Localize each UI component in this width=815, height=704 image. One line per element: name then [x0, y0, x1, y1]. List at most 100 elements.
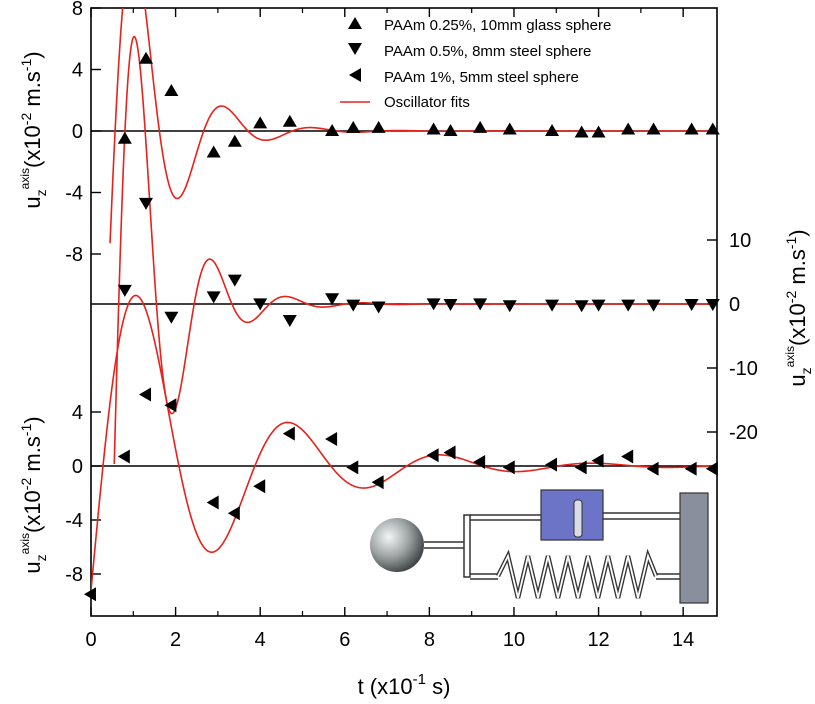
- data-point-triangle-left: [502, 460, 515, 475]
- y-tick-label: -8: [65, 564, 83, 586]
- data-point-triangle-down: [164, 311, 179, 324]
- data-point-triangle-up: [591, 125, 606, 138]
- x-axis: 0 2 4 6 8 10 12 14: [85, 8, 694, 651]
- x-tick-label: 14: [672, 629, 694, 651]
- data-point-triangle-left: [371, 475, 384, 490]
- plot-frame: [90, 7, 718, 617]
- right-y-axis: 10 0 -10 -20: [707, 230, 758, 444]
- fit-curves: [91, 8, 717, 591]
- data-point-triangle-left: [443, 445, 456, 460]
- data-point-triangle-down: [282, 315, 297, 327]
- legend-marker-triangle-down: [348, 43, 362, 55]
- y-tick-label: 4: [72, 60, 83, 82]
- data-markers: [84, 51, 720, 602]
- x-tick-label: 12: [587, 629, 609, 651]
- data-point-triangle-up: [574, 125, 589, 138]
- data-point-triangle-up: [705, 122, 720, 135]
- data-point-triangle-down: [705, 299, 720, 311]
- data-point-triangle-left: [705, 461, 718, 476]
- sphere-icon: [370, 518, 424, 572]
- data-point-triangle-down: [227, 274, 242, 287]
- data-point-triangle-up: [473, 120, 488, 133]
- data-point-triangle-down: [646, 299, 661, 312]
- y-tick-label: -4: [65, 183, 83, 205]
- data-point-triangle-down: [621, 299, 636, 312]
- svg-text:uzaxis(x10-2 m.s-1): uzaxis(x10-2 m.s-1): [18, 51, 49, 208]
- data-point-triangle-up: [545, 124, 560, 136]
- x-axis-title: t (x10-1 s): [358, 671, 451, 699]
- data-point-triangle-up: [253, 116, 268, 129]
- data-point-triangle-left: [84, 587, 96, 602]
- legend-item-3: PAAm 1%, 5mm steel sphere: [349, 68, 579, 86]
- left-y-axis-title-top: uzaxis(x10-2 m.s-1): [18, 51, 49, 208]
- data-point-triangle-up: [646, 122, 661, 135]
- y-tick-label: -20: [729, 422, 758, 444]
- legend-label-4: Oscillator fits: [384, 94, 470, 111]
- data-point-triangle-up: [206, 145, 221, 158]
- data-point-triangle-left: [473, 454, 486, 469]
- data-point-triangle-left: [621, 449, 634, 464]
- data-point-triangle-down: [253, 298, 268, 311]
- data-point-triangle-down: [117, 284, 132, 297]
- legend-label-2: PAAm 0.5%, 8mm steel sphere: [384, 43, 591, 60]
- data-point-triangle-left: [574, 460, 587, 475]
- legend-marker-triangle-left: [349, 68, 361, 82]
- zero-lines: [91, 130, 717, 467]
- y-tick-label: 10: [729, 230, 751, 252]
- data-point-triangle-left: [346, 460, 359, 475]
- legend-label-3: PAAm 1%, 5mm steel sphere: [384, 69, 579, 86]
- data-point-triangle-up: [282, 114, 297, 127]
- y-tick-label: -10: [729, 358, 758, 380]
- data-point-triangle-left: [646, 461, 659, 476]
- data-point-triangle-left: [138, 387, 151, 402]
- y-tick-label: 8: [72, 0, 83, 20]
- data-point-triangle-up: [443, 124, 458, 136]
- spring-icon: [495, 548, 659, 599]
- data-point-triangle-up: [346, 120, 361, 133]
- legend-label-1: PAAm 0.25%, 10mm glass sphere: [384, 17, 611, 34]
- x-tick-label: 6: [339, 629, 350, 651]
- data-point-triangle-down: [574, 300, 589, 313]
- data-point-triangle-down: [325, 293, 340, 306]
- data-point-triangle-up: [371, 120, 386, 133]
- y-tick-label: -4: [65, 510, 83, 532]
- data-point-triangle-up: [684, 122, 699, 135]
- y-tick-label: 4: [72, 402, 83, 424]
- dashpot-icon: [540, 489, 604, 541]
- data-point-triangle-down: [206, 291, 221, 304]
- data-point-triangle-down: [473, 298, 488, 311]
- data-point-triangle-down: [591, 299, 606, 312]
- data-point-triangle-up: [117, 131, 132, 144]
- wall-icon: [679, 492, 709, 604]
- data-point-triangle-down: [138, 197, 153, 210]
- data-point-triangle-down: [545, 299, 560, 312]
- data-point-triangle-up: [164, 84, 179, 97]
- data-point-triangle-down: [371, 301, 386, 314]
- right-y-axis-title: uzaxis(x10-2 m.s-1): [783, 229, 814, 386]
- data-point-triangle-left: [591, 453, 604, 468]
- data-point-triangle-left: [164, 398, 177, 413]
- left-y-axis: 8 4 0 -4 -8 4 0 -4 -8: [65, 0, 101, 586]
- data-point-triangle-up: [426, 122, 441, 135]
- data-point-triangle-left: [684, 461, 697, 476]
- legend: PAAm 0.25%, 10mm glass sphere PAAm 0.5%,…: [340, 17, 611, 111]
- data-point-triangle-up: [325, 124, 340, 136]
- x-tick-label: 8: [424, 629, 435, 651]
- data-point-triangle-up: [621, 122, 636, 135]
- y-tick-label: 0: [72, 456, 83, 478]
- legend-item-1: PAAm 0.25%, 10mm glass sphere: [348, 17, 611, 34]
- legend-item-2: PAAm 0.5%, 8mm steel sphere: [348, 43, 591, 60]
- data-point-triangle-left: [227, 506, 240, 521]
- left-y-axis-title-bottom: uzaxis(x10-2 m.s-1): [18, 416, 49, 573]
- legend-marker-triangle-up: [348, 17, 362, 29]
- data-point-triangle-down: [684, 299, 699, 311]
- data-point-triangle-up: [227, 134, 242, 147]
- x-tick-label: 10: [503, 629, 525, 651]
- data-point-triangle-left: [325, 432, 338, 446]
- data-point-triangle-down: [426, 298, 441, 311]
- x-tick-label: 0: [85, 629, 96, 651]
- y-tick-label: 0: [72, 121, 83, 143]
- data-point-triangle-up: [138, 51, 153, 64]
- legend-item-4: Oscillator fits: [340, 94, 470, 111]
